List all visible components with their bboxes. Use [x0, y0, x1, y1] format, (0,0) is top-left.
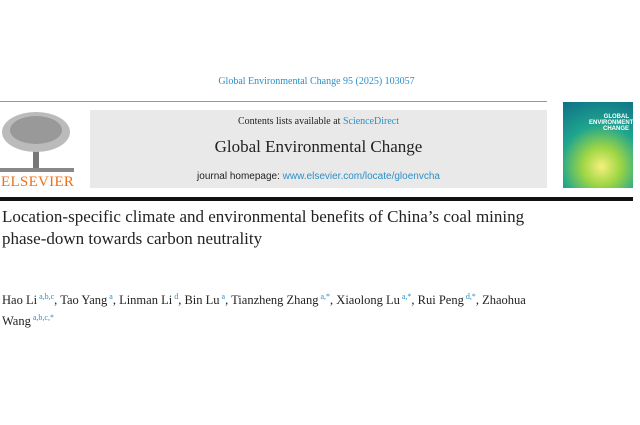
author-separator: ,: [330, 293, 337, 307]
author-affiliation[interactable]: a,*: [320, 292, 331, 301]
article-title: Location-specific climate and environmen…: [2, 207, 525, 248]
author-affiliation[interactable]: a: [221, 292, 226, 301]
elsevier-wordmark: ELSEVIER: [1, 174, 75, 190]
author-separator: ,: [225, 293, 232, 307]
author-separator: ,: [178, 293, 185, 307]
author-affiliation[interactable]: a,b,c,*: [32, 313, 54, 322]
author-affiliation[interactable]: a: [109, 292, 113, 301]
author-name[interactable]: Bin Lu: [184, 293, 220, 307]
journal-banner: Contents lists available at ScienceDirec…: [90, 110, 547, 188]
contents-line: Contents lists available at ScienceDirec…: [90, 116, 547, 127]
author-affiliation[interactable]: a,*: [401, 292, 412, 301]
homepage-link[interactable]: www.elsevier.com/locate/gloenvcha: [282, 171, 440, 182]
divider: [0, 101, 547, 102]
sciencedirect-link[interactable]: ScienceDirect: [342, 116, 400, 127]
author-affiliation[interactable]: a,b,c: [39, 292, 55, 301]
author-affiliation[interactable]: d: [174, 292, 179, 301]
journal-cover[interactable]: GLOBAL ENVIRONMENTAL CHANGE: [563, 102, 640, 188]
cover-title: GLOBAL ENVIRONMENTAL CHANGE: [589, 114, 640, 132]
author-name[interactable]: Xiaolong Lu: [336, 293, 400, 307]
author-name[interactable]: Tao Yang: [60, 293, 108, 307]
author-name[interactable]: Tianzheng Zhang: [231, 293, 319, 307]
author-name[interactable]: Hao Li: [2, 293, 38, 307]
elsevier-logo[interactable]: [0, 110, 74, 190]
author-name[interactable]: Rui Peng: [417, 293, 464, 307]
homepage-label: journal homepage:: [197, 171, 283, 182]
author-separator: ,: [411, 293, 418, 307]
contents-text: Contents lists available at: [237, 116, 343, 127]
author-list: Hao Li a,b,c, Tao Yang a, Linman Li d, Bin …: [2, 288, 562, 330]
author-name[interactable]: Linman Li: [119, 293, 173, 307]
homepage-line: journal homepage: www.elsevier.com/locat…: [90, 171, 547, 182]
author-separator: ,: [475, 293, 479, 307]
author-affiliation[interactable]: d,*: [465, 292, 476, 301]
author-separator: ,: [54, 293, 61, 307]
header-bar: [0, 197, 633, 201]
journal-citation[interactable]: Global Environmental Change 95 (2025) 10…: [218, 76, 415, 87]
tree-icon: [0, 112, 74, 172]
author-name[interactable]: Zhaohua Wang: [2, 293, 526, 328]
author-separator: ,: [112, 293, 120, 307]
journal-name: Global Environmental Change: [214, 137, 423, 156]
